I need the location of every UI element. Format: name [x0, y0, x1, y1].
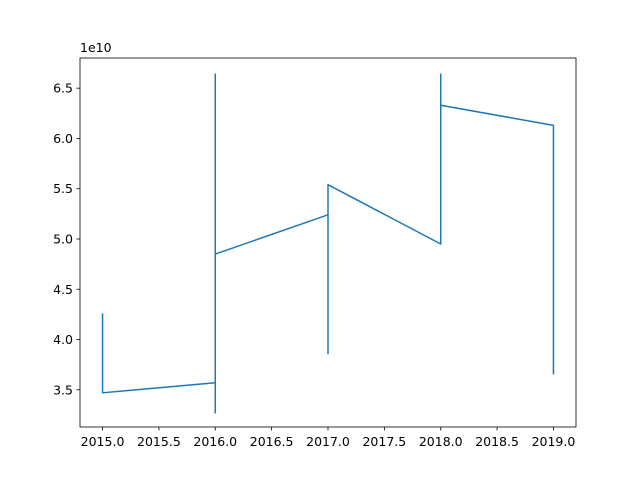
y-tick-label: 6.0: [53, 131, 73, 146]
y-tick-label: 4.0: [53, 332, 73, 347]
x-tick-label: 2015.0: [81, 434, 125, 449]
series-line: [101, 73, 555, 414]
x-tick-label: 2019.0: [532, 434, 576, 449]
y-axis-offset-label: 1e10: [80, 40, 112, 55]
x-tick-label: 2018.5: [475, 434, 519, 449]
y-tick-label: 6.5: [53, 81, 73, 96]
y-tick-label: 5.5: [53, 181, 73, 196]
y-tick-label: 4.5: [53, 282, 73, 297]
x-tick-label: 2018.0: [419, 434, 463, 449]
plot-area-frame: [79, 57, 577, 428]
x-tick-label: 2016.0: [193, 434, 237, 449]
y-tick-label: 3.5: [53, 382, 73, 397]
y-axis: 3.5 4.0 4.5 5.0 5.5 6.0 6.5: [53, 81, 80, 397]
y-tick-label: 5.0: [53, 231, 73, 246]
x-tick-label: 2017.0: [306, 434, 350, 449]
x-tick-label: 2016.5: [250, 434, 294, 449]
x-tick-label: 2017.5: [362, 434, 406, 449]
x-axis: 2015.0 2015.5 2016.0 2016.5 2017.0 2017.5 2018…: [81, 427, 576, 449]
x-tick-label: 2015.5: [137, 434, 181, 449]
